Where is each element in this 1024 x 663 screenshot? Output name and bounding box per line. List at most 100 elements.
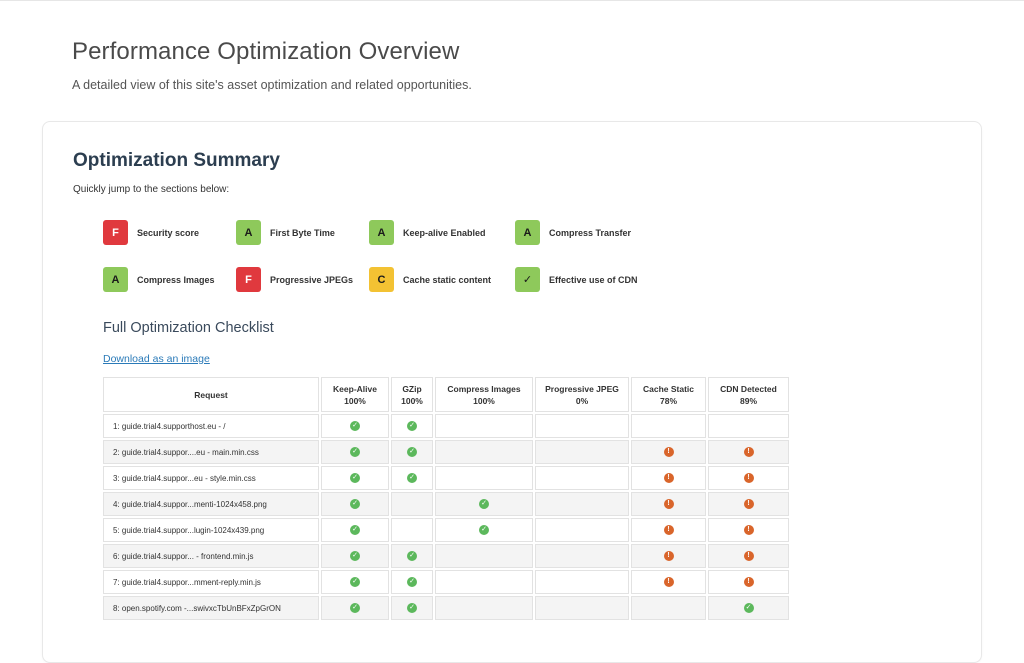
- grade-security-score[interactable]: F Security score: [103, 220, 199, 245]
- status-cell: !: [631, 440, 706, 464]
- checklist-title: Full Optimization Checklist: [103, 320, 274, 336]
- status-cell: ✓: [321, 414, 389, 438]
- top-divider: [0, 0, 1024, 1]
- warning-circle-icon: !: [663, 525, 674, 535]
- status-cell: ✓: [391, 440, 433, 464]
- warning-circle-icon: !: [663, 551, 674, 561]
- status-cell: [631, 414, 706, 438]
- status-cell: ✓: [321, 518, 389, 542]
- status-cell: [391, 492, 433, 516]
- status-cell: [435, 440, 533, 464]
- warning-circle-icon: !: [663, 447, 674, 457]
- status-cell: [535, 414, 629, 438]
- summary-title: Optimization Summary: [73, 150, 280, 171]
- grade-keep-alive-enabled[interactable]: A Keep-alive Enabled: [369, 220, 486, 245]
- table-row: 4: guide.trial4.suppor...menti-1024x458.…: [103, 492, 789, 516]
- column-name: Keep-Alive: [333, 383, 377, 394]
- check-circle-icon: ✓: [743, 603, 754, 613]
- check-circle-icon: ✓: [350, 499, 360, 509]
- check-circle-icon: ✓: [407, 421, 417, 431]
- warning-circle-icon: !: [743, 525, 754, 535]
- grade-badge: F: [236, 267, 261, 292]
- grade-cache-static-content[interactable]: C Cache static content: [369, 267, 491, 292]
- status-cell: ✓: [708, 596, 789, 620]
- status-cell: [435, 414, 533, 438]
- warning-circle-icon: !: [663, 577, 674, 587]
- warning-circle-icon: !: [743, 473, 754, 483]
- grade-progressive-jpegs[interactable]: F Progressive JPEGs: [236, 267, 353, 292]
- column-name: Request: [194, 389, 228, 400]
- request-cell: 2: guide.trial4.suppor....eu - main.min.…: [103, 440, 319, 464]
- column-score: 0%: [575, 395, 589, 406]
- table-row: 2: guide.trial4.suppor....eu - main.min.…: [103, 440, 789, 464]
- table-row: 3: guide.trial4.suppor...eu - style.min.…: [103, 466, 789, 490]
- column-name: GZip: [402, 383, 422, 394]
- status-cell: [535, 570, 629, 594]
- request-cell: 7: guide.trial4.suppor...mment-reply.min…: [103, 570, 319, 594]
- status-cell: !: [631, 544, 706, 568]
- table-header-row: Request Keep-Alive 100% GZip 100% Compress…: [103, 377, 789, 412]
- request-cell: 3: guide.trial4.suppor...eu - style.min.…: [103, 466, 319, 490]
- download-image-link[interactable]: Download as an image: [103, 353, 210, 365]
- check-circle-icon: ✓: [407, 603, 417, 613]
- check-circle-icon: ✓: [479, 499, 489, 509]
- check-circle-icon: ✓: [350, 603, 360, 613]
- check-circle-icon: ✓: [350, 577, 360, 587]
- column-header-gzip: GZip 100%: [391, 377, 433, 412]
- status-cell: ✓: [321, 492, 389, 516]
- request-cell: 8: open.spotify.com -...swivxcTbUnBFxZpG…: [103, 596, 319, 620]
- column-name: CDN Detected: [720, 383, 777, 394]
- status-cell: !: [631, 518, 706, 542]
- optimization-checklist-table: Request Keep-Alive 100% GZip 100% Compress…: [101, 375, 791, 622]
- status-cell: ✓: [435, 518, 533, 542]
- grade-compress-transfer[interactable]: A Compress Transfer: [515, 220, 631, 245]
- status-cell: [391, 518, 433, 542]
- check-circle-icon: ✓: [407, 473, 417, 483]
- status-cell: !: [708, 544, 789, 568]
- status-cell: !: [631, 466, 706, 490]
- status-cell: [535, 596, 629, 620]
- status-cell: ✓: [435, 492, 533, 516]
- check-circle-icon: ✓: [350, 421, 360, 431]
- column-header-compress-images: Compress Images 100%: [435, 377, 533, 412]
- request-cell: 6: guide.trial4.suppor... - frontend.min…: [103, 544, 319, 568]
- check-circle-icon: ✓: [350, 525, 360, 535]
- status-cell: [708, 414, 789, 438]
- page-subtitle: A detailed view of this site's asset opt…: [72, 78, 472, 92]
- status-cell: !: [708, 466, 789, 490]
- table-row: 7: guide.trial4.suppor...mment-reply.min…: [103, 570, 789, 594]
- status-cell: ✓: [391, 544, 433, 568]
- grade-first-byte-time[interactable]: A First Byte Time: [236, 220, 335, 245]
- warning-circle-icon: !: [663, 499, 674, 509]
- column-header-cache-static: Cache Static 78%: [631, 377, 706, 412]
- status-cell: [435, 544, 533, 568]
- status-cell: ✓: [391, 466, 433, 490]
- status-cell: ✓: [391, 596, 433, 620]
- grade-label: Keep-alive Enabled: [403, 227, 486, 238]
- table-row: 8: open.spotify.com -...swivxcTbUnBFxZpG…: [103, 596, 789, 620]
- warning-circle-icon: !: [663, 473, 674, 483]
- check-circle-icon: ✓: [407, 577, 417, 587]
- status-cell: !: [708, 440, 789, 464]
- grade-badge: A: [103, 267, 128, 292]
- check-circle-icon: ✓: [479, 525, 489, 535]
- column-score: 100%: [473, 395, 495, 406]
- request-cell: 4: guide.trial4.suppor...menti-1024x458.…: [103, 492, 319, 516]
- status-cell: ✓: [321, 596, 389, 620]
- warning-circle-icon: !: [743, 551, 754, 561]
- page-title: Performance Optimization Overview: [72, 38, 460, 65]
- grade-effective-use-of-cdn[interactable]: ✓ Effective use of CDN: [515, 267, 638, 292]
- checklist-body: 1: guide.trial4.supporthost.eu - / ✓ ✓ 2: g…: [103, 414, 789, 620]
- column-header-cdn-detected: CDN Detected 89%: [708, 377, 789, 412]
- column-header-request: Request: [103, 377, 319, 412]
- check-circle-icon: ✓: [407, 447, 417, 457]
- status-cell: !: [631, 492, 706, 516]
- table-row: 1: guide.trial4.supporthost.eu - / ✓ ✓: [103, 414, 789, 438]
- status-cell: ✓: [321, 544, 389, 568]
- check-circle-icon: ✓: [350, 447, 360, 457]
- status-cell: ✓: [321, 570, 389, 594]
- status-cell: [631, 596, 706, 620]
- status-cell: [435, 596, 533, 620]
- warning-circle-icon: !: [743, 577, 754, 587]
- grade-compress-images[interactable]: A Compress Images: [103, 267, 215, 292]
